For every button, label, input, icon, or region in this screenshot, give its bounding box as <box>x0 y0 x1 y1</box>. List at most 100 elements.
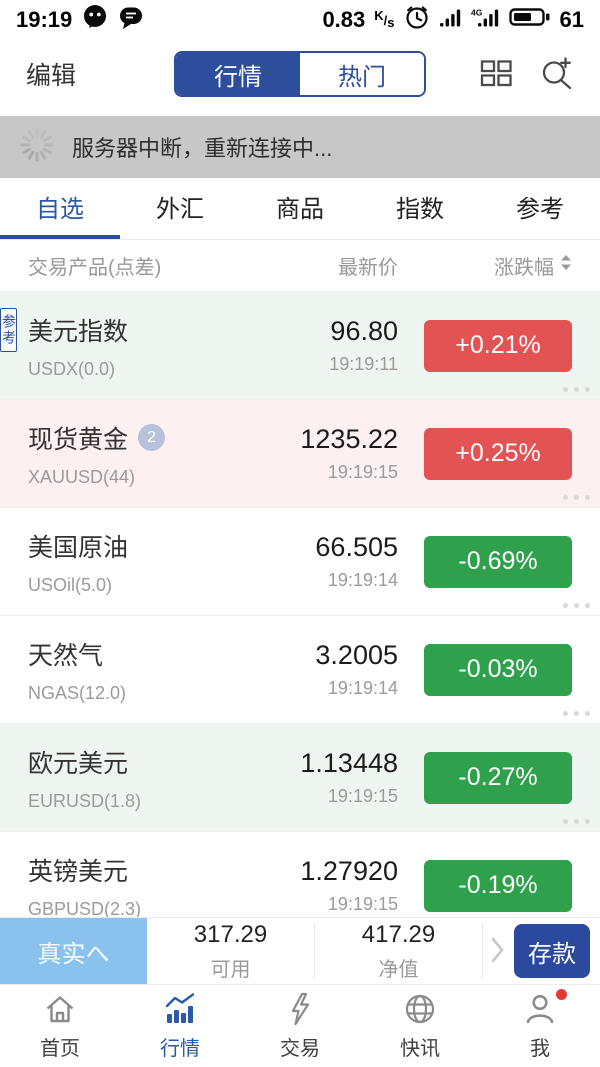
server-notice-bar: 服务器中断，重新连接中... <box>0 116 600 178</box>
change-badge[interactable]: -0.19% <box>424 859 572 912</box>
latest-price: 1.27920 <box>300 856 398 886</box>
grid-icon <box>480 58 512 91</box>
instrument-code: USOil(5.0) <box>28 574 113 595</box>
switch-to-real-button[interactable]: 真实へ <box>0 918 147 984</box>
tab-reference[interactable]: 参考 <box>480 178 600 239</box>
segment-quotes[interactable]: 行情 <box>176 53 300 95</box>
quote-time: 19:19:15 <box>327 894 398 914</box>
instrument-row[interactable]: 美国原油 USOil(5.0) 66.505 19:19:14 -0.69% <box>0 508 600 616</box>
equity-value: 417.29 <box>361 920 436 948</box>
available-label: 可用 <box>210 958 251 981</box>
change-badge[interactable]: +0.21% <box>424 319 572 372</box>
column-latest-price: 最新价 <box>338 257 398 279</box>
available-funds: 317.29 可用 <box>147 921 314 982</box>
instrument-name: 美元指数 <box>28 317 129 346</box>
latest-price: 96.80 <box>330 316 398 346</box>
quote-time: 19:19:15 <box>327 786 398 806</box>
signal-icon <box>439 7 462 34</box>
column-change-label: 涨跌幅 <box>494 257 554 279</box>
more-dots <box>557 819 590 824</box>
quote-time: 19:19:15 <box>327 462 398 482</box>
instrument-row[interactable]: 欧元美元 EURUSD(1.8) 1.13448 19:19:15 -0.27% <box>0 724 600 832</box>
tab-forex[interactable]: 外汇 <box>120 178 240 239</box>
signal-4g-icon: 4G <box>471 7 500 34</box>
instrument-code: XAUUSD(44) <box>28 466 136 487</box>
instrument-code: GBPUSD(2.3) <box>28 898 142 919</box>
instrument-row[interactable]: 参考 美元指数 USDX(0.0) 96.80 19:19:11 +0.21% <box>0 292 600 400</box>
latest-price: 1235.22 <box>300 424 398 454</box>
instrument-name: 英镑美元 <box>28 857 129 886</box>
latest-price: 3.2005 <box>315 640 398 670</box>
instrument-name: 美国原油 <box>28 533 129 562</box>
account-details-chevron[interactable] <box>483 935 512 968</box>
server-notice-text: 服务器中断，重新连接中... <box>72 136 333 161</box>
home-icon <box>43 992 77 1029</box>
tab-indices[interactable]: 指数 <box>360 178 480 239</box>
column-product: 交易产品(点差) <box>28 257 162 279</box>
table-header: 交易产品(点差) 最新价 涨跌幅 <box>0 240 600 292</box>
message-icon <box>118 4 144 36</box>
column-change-sort[interactable]: 涨跌幅 <box>398 251 572 280</box>
instrument-name: 天然气 <box>28 641 104 670</box>
nav-label: 首页 <box>40 1037 80 1060</box>
wechat-icon <box>82 4 108 36</box>
chevron-right-icon <box>489 935 506 968</box>
instrument-row[interactable]: 天然气 NGAS(12.0) 3.2005 19:19:14 -0.03% <box>0 616 600 724</box>
equity-funds: 417.29 净值 <box>315 921 482 982</box>
nav-news[interactable]: 快讯 <box>360 985 480 1067</box>
reference-side-tag: 参考 <box>0 308 17 352</box>
account-summary-bar: 真实へ 317.29 可用 417.29 净值 存款 <box>0 918 600 984</box>
nav-home[interactable]: 首页 <box>0 985 120 1067</box>
sort-icon <box>560 254 572 277</box>
net-speed: 0.83 <box>322 7 366 32</box>
deposit-button[interactable]: 存款 <box>514 924 590 978</box>
category-tab-bar: 自选 外汇 商品 指数 参考 <box>0 178 600 240</box>
alarm-icon <box>404 4 430 36</box>
latest-price: 1.13448 <box>300 748 398 778</box>
nav-trade[interactable]: 交易 <box>240 985 360 1067</box>
available-value: 317.29 <box>193 920 268 948</box>
latest-price: 66.505 <box>315 532 398 562</box>
instrument-name: 欧元美元 <box>28 749 129 778</box>
notification-dot <box>556 989 567 1000</box>
equity-label: 净值 <box>378 958 419 981</box>
tab-commodities[interactable]: 商品 <box>240 178 360 239</box>
nav-me[interactable]: 我 <box>480 985 600 1067</box>
quote-time: 19:19:14 <box>327 570 398 590</box>
search-add-button[interactable] <box>540 56 574 93</box>
change-badge[interactable]: -0.03% <box>424 643 572 696</box>
quote-time: 19:19:14 <box>327 678 398 698</box>
more-dots <box>557 603 590 608</box>
instrument-code: NGAS(12.0) <box>28 682 127 703</box>
clock-time: 19:19 <box>16 7 73 32</box>
quote-time: 19:19:11 <box>329 354 398 374</box>
grid-layout-button[interactable] <box>480 58 512 91</box>
battery-icon <box>508 6 551 34</box>
net-speed-unit: K/s <box>374 7 395 30</box>
edit-button[interactable]: 编辑 <box>26 56 76 92</box>
instrument-code: EURUSD(1.8) <box>28 790 142 811</box>
status-bar: 19:19 0.83 K/s 4G 61 <box>0 0 600 40</box>
change-badge[interactable]: -0.27% <box>424 751 572 804</box>
divider <box>482 924 483 978</box>
nav-quotes[interactable]: 行情 <box>120 985 240 1067</box>
spinner-icon <box>18 126 56 169</box>
count-badge: 2 <box>138 424 166 451</box>
nav-label: 交易 <box>280 1037 320 1060</box>
change-badge[interactable]: +0.25% <box>424 427 572 480</box>
chart-icon <box>163 992 197 1029</box>
more-dots <box>557 495 590 500</box>
svg-text:4G: 4G <box>471 7 483 17</box>
segment-hot[interactable]: 热门 <box>300 53 424 95</box>
more-dots <box>557 711 590 716</box>
tab-favorites[interactable]: 自选 <box>0 178 120 239</box>
change-badge[interactable]: -0.69% <box>424 535 572 588</box>
more-dots <box>557 387 590 392</box>
bottom-nav: 首页 行情 交易 快讯 我 <box>0 984 600 1067</box>
instrument-row[interactable]: 现货黄金 2 XAUUSD(44) 1235.22 19:19:15 +0.25… <box>0 400 600 508</box>
battery-percent: 61 <box>559 7 584 32</box>
quotes-hot-segmented-control: 行情 热门 <box>174 51 426 97</box>
nav-label: 快讯 <box>400 1037 440 1060</box>
instrument-list: 参考 美元指数 USDX(0.0) 96.80 19:19:11 +0.21% … <box>0 292 600 940</box>
